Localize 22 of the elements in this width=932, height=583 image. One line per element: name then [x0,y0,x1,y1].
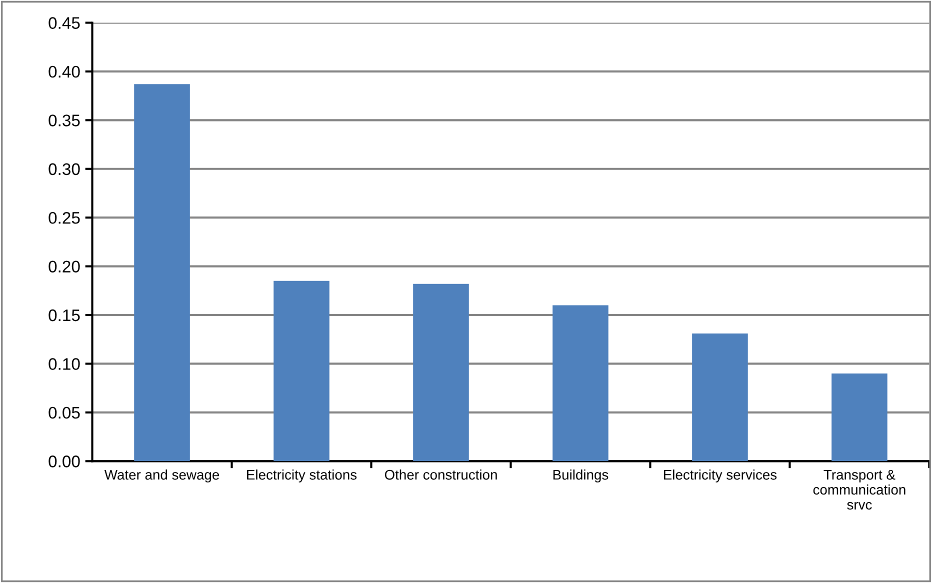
bar [274,280,330,462]
x-tick-label: Buildings [553,469,608,482]
x-tick-label: Other construction [384,469,497,480]
x-tick-label: Water and sewage [104,469,220,482]
bar [692,334,748,462]
y-tick-label: 0.35 [48,114,80,126]
y-tick-label: 0.45 [48,17,80,29]
bar [832,373,888,462]
y-tick-label: 0.30 [48,163,80,176]
x-tick-label: Transport & communication srvc [813,470,906,510]
y-tick-label: 0.40 [48,66,80,78]
bar [134,84,190,462]
y-tick-label: 0.15 [48,309,80,322]
y-tick-label: 0.10 [48,358,80,370]
x-tick-label: Electricity services [664,469,777,482]
bar [413,284,469,462]
y-tick-label: 0.00 [48,456,80,468]
y-tick-label: 0.05 [48,406,80,419]
y-tick-label: 0.20 [48,260,80,273]
y-tick-label: 0.25 [48,212,80,224]
bar [552,305,608,462]
x-tick-label: Electricity stations [247,469,357,482]
